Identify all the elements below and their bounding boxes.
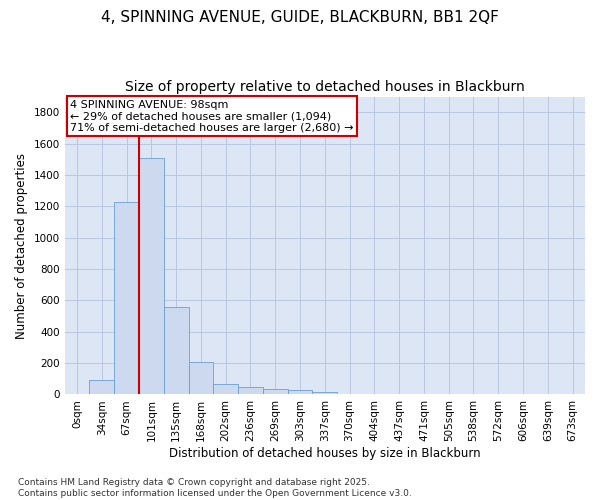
- Bar: [238, 388, 263, 394]
- Text: Contains HM Land Registry data © Crown copyright and database right 2025.
Contai: Contains HM Land Registry data © Crown c…: [18, 478, 412, 498]
- Bar: [313, 392, 337, 394]
- Bar: [263, 389, 287, 394]
- Bar: [188, 362, 214, 394]
- Text: 4, SPINNING AVENUE, GUIDE, BLACKBURN, BB1 2QF: 4, SPINNING AVENUE, GUIDE, BLACKBURN, BB…: [101, 10, 499, 25]
- Bar: [164, 306, 188, 394]
- Title: Size of property relative to detached houses in Blackburn: Size of property relative to detached ho…: [125, 80, 525, 94]
- Bar: [89, 380, 114, 394]
- Bar: [214, 384, 238, 394]
- Bar: [139, 158, 164, 394]
- Bar: [114, 202, 139, 394]
- Y-axis label: Number of detached properties: Number of detached properties: [15, 152, 28, 338]
- X-axis label: Distribution of detached houses by size in Blackburn: Distribution of detached houses by size …: [169, 447, 481, 460]
- Text: 4 SPINNING AVENUE: 98sqm
← 29% of detached houses are smaller (1,094)
71% of sem: 4 SPINNING AVENUE: 98sqm ← 29% of detach…: [70, 100, 353, 132]
- Bar: [287, 390, 313, 394]
